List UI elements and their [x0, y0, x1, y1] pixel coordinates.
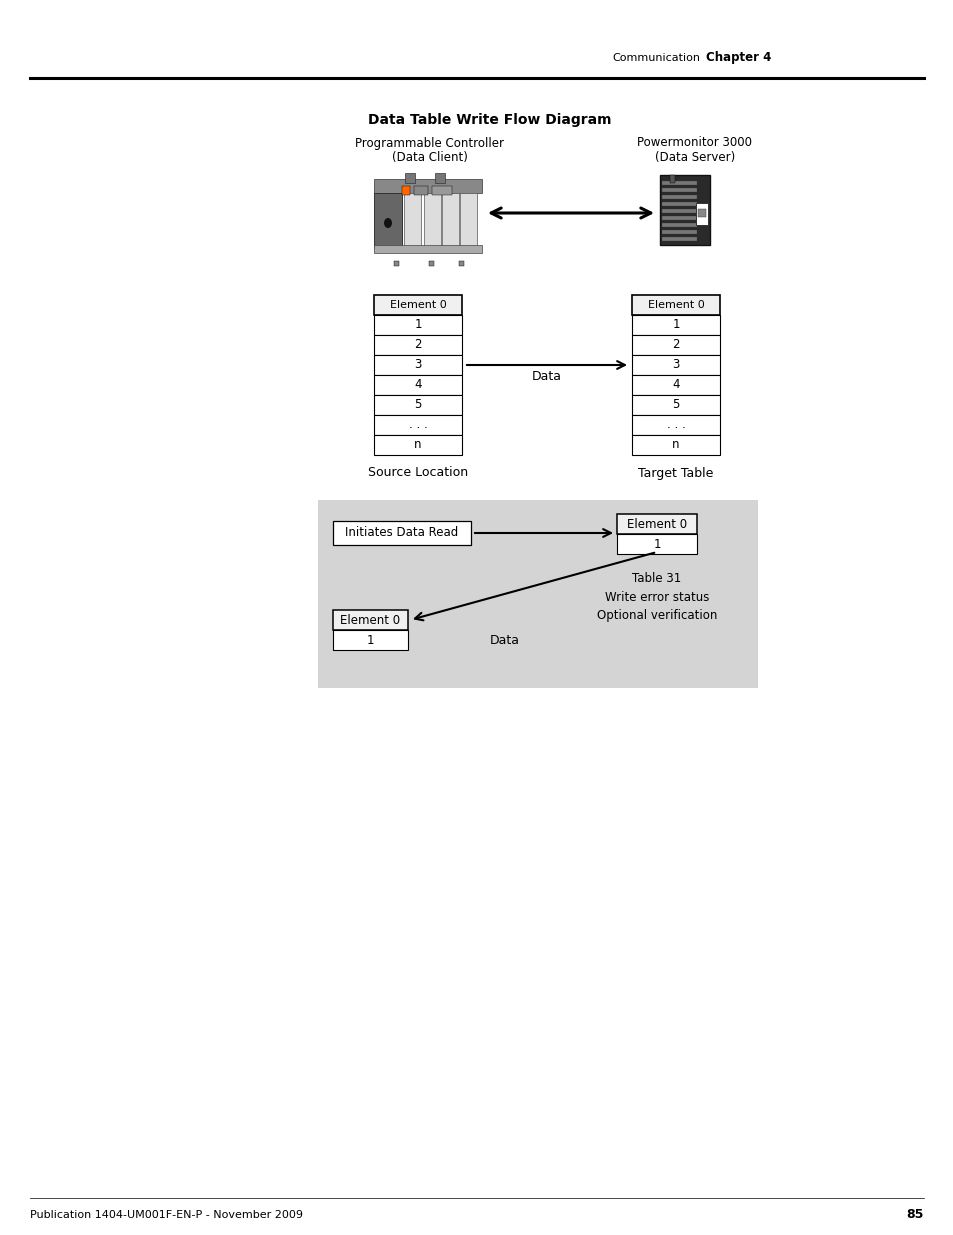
Bar [631, 395, 720, 415]
Bar [617, 534, 697, 555]
Bar [374, 375, 461, 395]
Text: Data: Data [532, 370, 561, 384]
Bar [661, 216, 697, 220]
Bar [374, 245, 481, 253]
Text: 3: 3 [672, 358, 679, 372]
Text: . . .: . . . [666, 419, 684, 431]
Bar [317, 500, 758, 688]
Text: (Data Server): (Data Server) [654, 152, 735, 164]
Bar [405, 173, 415, 183]
Bar [441, 193, 458, 248]
Text: Source Location: Source Location [368, 467, 468, 479]
Bar [374, 435, 461, 454]
Bar [374, 335, 461, 354]
Bar [631, 295, 720, 315]
Text: 2: 2 [672, 338, 679, 352]
Bar [698, 209, 705, 217]
Bar [423, 193, 440, 248]
Bar [631, 435, 720, 454]
Bar [661, 209, 697, 212]
Text: Chapter 4: Chapter 4 [705, 52, 771, 64]
Text: Element 0: Element 0 [647, 300, 703, 310]
Text: Initiates Data Read: Initiates Data Read [345, 526, 458, 540]
Text: Publication 1404-UM001F-EN-P - November 2009: Publication 1404-UM001F-EN-P - November … [30, 1210, 303, 1220]
Bar [661, 188, 697, 191]
Bar [374, 354, 461, 375]
Bar [374, 315, 461, 335]
Bar [617, 514, 697, 534]
Bar [374, 395, 461, 415]
Bar [333, 630, 408, 650]
Bar [661, 203, 697, 206]
Bar [432, 186, 452, 195]
Text: Element 0: Element 0 [340, 614, 400, 626]
Bar [661, 182, 697, 185]
Bar [374, 415, 461, 435]
Bar [374, 179, 481, 193]
Bar [374, 193, 401, 248]
Bar [429, 261, 434, 266]
Text: Data Table Write Flow Diagram: Data Table Write Flow Diagram [368, 112, 611, 127]
Text: 1: 1 [653, 537, 660, 551]
Text: Element 0: Element 0 [389, 300, 446, 310]
Text: . . .: . . . [408, 419, 427, 431]
Bar [631, 375, 720, 395]
Text: Communication: Communication [612, 53, 700, 63]
Bar [403, 193, 420, 248]
Bar [414, 186, 428, 195]
Bar [669, 175, 675, 183]
Text: 4: 4 [414, 378, 421, 391]
Bar [374, 295, 461, 315]
Bar [631, 354, 720, 375]
Bar [333, 610, 408, 630]
Bar [661, 237, 697, 241]
Text: 85: 85 [905, 1209, 923, 1221]
Bar [631, 335, 720, 354]
Text: Data: Data [490, 634, 519, 646]
Text: 3: 3 [414, 358, 421, 372]
Text: 1: 1 [366, 634, 374, 646]
Bar [661, 230, 697, 233]
Text: n: n [414, 438, 421, 452]
Text: 5: 5 [414, 399, 421, 411]
Text: Element 0: Element 0 [626, 517, 686, 531]
Bar [435, 173, 444, 183]
Bar [394, 261, 398, 266]
Bar [401, 186, 410, 195]
Text: n: n [672, 438, 679, 452]
Bar [459, 193, 476, 248]
Text: 1: 1 [414, 319, 421, 331]
Text: Table 31
Write error status: Table 31 Write error status [604, 572, 708, 604]
Text: 1: 1 [672, 319, 679, 331]
Bar [458, 261, 463, 266]
Bar [659, 175, 709, 245]
Bar [661, 224, 697, 227]
Bar [333, 521, 471, 545]
Text: Programmable Controller: Programmable Controller [355, 137, 504, 149]
Text: Target Table: Target Table [638, 467, 713, 479]
Text: 4: 4 [672, 378, 679, 391]
Text: Powermonitor 3000: Powermonitor 3000 [637, 137, 752, 149]
Bar [631, 315, 720, 335]
Text: 5: 5 [672, 399, 679, 411]
Ellipse shape [384, 219, 392, 228]
Bar [661, 195, 697, 199]
Bar [696, 203, 707, 225]
Text: 2: 2 [414, 338, 421, 352]
Bar [631, 415, 720, 435]
Text: (Data Client): (Data Client) [392, 152, 468, 164]
Text: Optional verification: Optional verification [597, 610, 717, 622]
